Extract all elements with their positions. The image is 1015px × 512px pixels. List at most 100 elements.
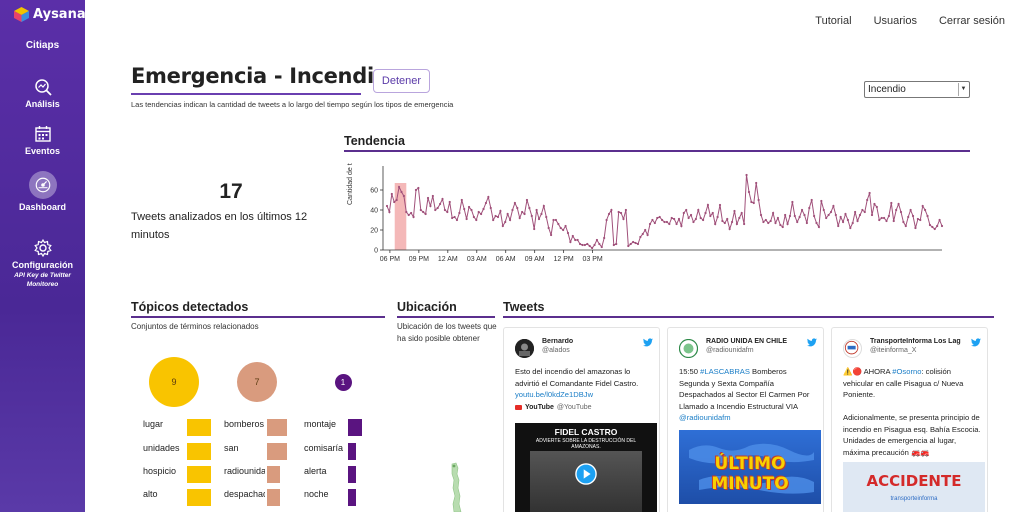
nav-link-tutorial[interactable]: Tutorial xyxy=(815,15,852,27)
brand-name: Aysana xyxy=(33,7,86,22)
tweet-source[interactable]: YouTube @YouTube xyxy=(515,404,592,411)
location-desc: Ubicación de los tweets que ha sido posi… xyxy=(397,322,497,343)
tweet-hashtag[interactable]: #LASCABRAS xyxy=(700,367,750,376)
trend-data-point xyxy=(769,219,772,223)
tweet-author-handle[interactable]: @iteinforma_X xyxy=(870,347,917,354)
tweet-count-label: Tweets analizados en los últimos 12 minu… xyxy=(131,211,308,241)
brand-logo[interactable]: Aysana xyxy=(13,6,86,23)
trend-data-point xyxy=(846,218,849,222)
trend-data-point xyxy=(463,207,466,211)
tweet-image[interactable]: ÚLTIMO MINUTO xyxy=(679,430,821,504)
tweet-link[interactable]: youtu.be/l0kdZe1DBJw xyxy=(515,390,594,399)
tweet-author-name[interactable]: RADIO UNIDA EN CHILE xyxy=(706,338,788,345)
trend-data-point xyxy=(465,217,468,221)
topic-term-label: san xyxy=(224,443,239,453)
topic-term-bar[interactable] xyxy=(187,489,211,506)
trend-data-point xyxy=(605,218,608,222)
nav-link-usuarios[interactable]: Usuarios xyxy=(873,15,917,27)
topic-term-label: comisaría xyxy=(304,443,344,453)
tweet-author-handle[interactable]: @alados xyxy=(542,347,570,354)
sidebar-item-configuracion[interactable]: Configuración API Key de Twitter Monitor… xyxy=(0,238,85,289)
topic-term-bar[interactable] xyxy=(267,443,287,460)
topic-term-bar[interactable] xyxy=(187,419,211,436)
trend-data-point xyxy=(687,216,690,220)
avatar[interactable] xyxy=(678,338,699,359)
topic-term-label: alerta xyxy=(304,466,327,476)
avatar[interactable] xyxy=(843,339,862,358)
topic-bubble[interactable]: 1 xyxy=(334,373,352,391)
twitter-bird-icon[interactable] xyxy=(807,338,817,347)
tweet-author-name[interactable]: TransporteInforma Los Lag xyxy=(870,338,961,345)
tweet-source-handle: @YouTube xyxy=(556,404,592,411)
trend-data-point xyxy=(644,228,647,232)
trend-data-point xyxy=(800,208,804,212)
trend-data-point xyxy=(607,212,611,216)
gear-icon xyxy=(33,238,52,258)
tweet-card[interactable]: RADIO UNIDA EN CHILE @radiounidafm 15:50… xyxy=(667,327,824,512)
trend-series-line xyxy=(386,174,943,249)
trend-data-point xyxy=(870,213,874,217)
trend-data-point xyxy=(890,201,893,205)
trend-data-point xyxy=(887,214,891,218)
topic-term-bar[interactable] xyxy=(348,466,356,483)
trend-data-point xyxy=(767,221,770,225)
tweet-hashtag[interactable]: #Osorno xyxy=(892,367,922,376)
tweet-video-thumbnail[interactable]: FIDEL CASTRO ADVIERTE SOBRE LA DESTRUCCI… xyxy=(515,423,657,512)
trend-chart[interactable]: 0 20 40 60 Cantidad de t 06 PM 09 PM 12 AM 03 AM… xyxy=(340,150,950,268)
topic-term-bar[interactable] xyxy=(187,443,211,460)
chevron-down-icon[interactable]: ▼ xyxy=(958,83,968,96)
location-map[interactable] xyxy=(440,460,470,512)
trend-data-point xyxy=(873,202,876,206)
trend-data-point xyxy=(564,224,567,228)
topic-term-bar[interactable] xyxy=(187,466,211,483)
x-tick-label: 03 PM xyxy=(582,256,602,263)
stop-button[interactable]: Detener xyxy=(373,69,430,93)
trend-data-point xyxy=(448,200,451,204)
topic-term-bar[interactable] xyxy=(348,419,362,436)
topic-term-bar[interactable] xyxy=(267,489,280,506)
play-icon[interactable] xyxy=(575,463,597,485)
trend-data-point xyxy=(518,216,521,220)
sidebar-item-eventos[interactable]: Eventos xyxy=(0,124,85,156)
trend-data-point xyxy=(938,218,941,222)
emergency-type-select[interactable]: Incendio ▼ xyxy=(864,81,970,98)
topic-term-bar[interactable] xyxy=(348,489,356,506)
nav-link-logout[interactable]: Cerrar sesión xyxy=(938,15,1005,27)
tweet-author-name[interactable]: Bernardo xyxy=(542,338,574,345)
trend-data-point xyxy=(467,205,471,209)
avatar[interactable] xyxy=(515,339,534,358)
tweet-card[interactable]: TransporteInforma Los Lag @iteinforma_X … xyxy=(831,327,988,512)
topic-bubble[interactable]: 9 xyxy=(149,357,199,407)
trend-data-point xyxy=(446,210,449,214)
topic-bubble[interactable]: 7 xyxy=(237,362,277,402)
trend-data-point xyxy=(501,224,504,228)
trend-data-point xyxy=(636,242,640,246)
twitter-bird-icon[interactable] xyxy=(643,338,653,347)
trend-data-point xyxy=(914,226,917,230)
trend-data-point xyxy=(540,212,543,216)
trend-data-point xyxy=(697,208,700,212)
topic-term-bar[interactable] xyxy=(267,466,280,483)
tweet-mention[interactable]: @radiounidafm xyxy=(679,413,731,422)
topic-term-bar[interactable] xyxy=(267,419,287,436)
trend-data-point xyxy=(940,224,944,228)
tweet-image[interactable]: ACCIDENTE transporteinforma xyxy=(843,462,985,512)
trend-data-point xyxy=(829,210,833,214)
logo-cube-icon xyxy=(14,7,29,22)
tweets-title: Tweets xyxy=(503,300,545,314)
trend-data-point xyxy=(516,206,519,210)
trend-data-point xyxy=(504,220,507,224)
twitter-bird-icon[interactable] xyxy=(971,338,981,347)
topic-term-bar[interactable] xyxy=(348,443,356,460)
trend-data-point xyxy=(436,206,439,210)
sidebar-item-dashboard[interactable]: Dashboard xyxy=(0,171,85,212)
tweet-card[interactable]: Bernardo @alados Esto del incendio del a… xyxy=(503,327,660,512)
trend-data-point xyxy=(714,222,717,226)
trend-data-point xyxy=(434,208,437,212)
sidebar-item-analisis[interactable]: Análisis xyxy=(0,77,85,109)
trend-data-point xyxy=(668,222,671,226)
x-tick-label: 06 PM xyxy=(380,256,400,263)
tweet-author-handle[interactable]: @radiounidafm xyxy=(706,347,754,354)
trend-data-point xyxy=(612,243,615,247)
trend-data-point xyxy=(926,214,929,218)
